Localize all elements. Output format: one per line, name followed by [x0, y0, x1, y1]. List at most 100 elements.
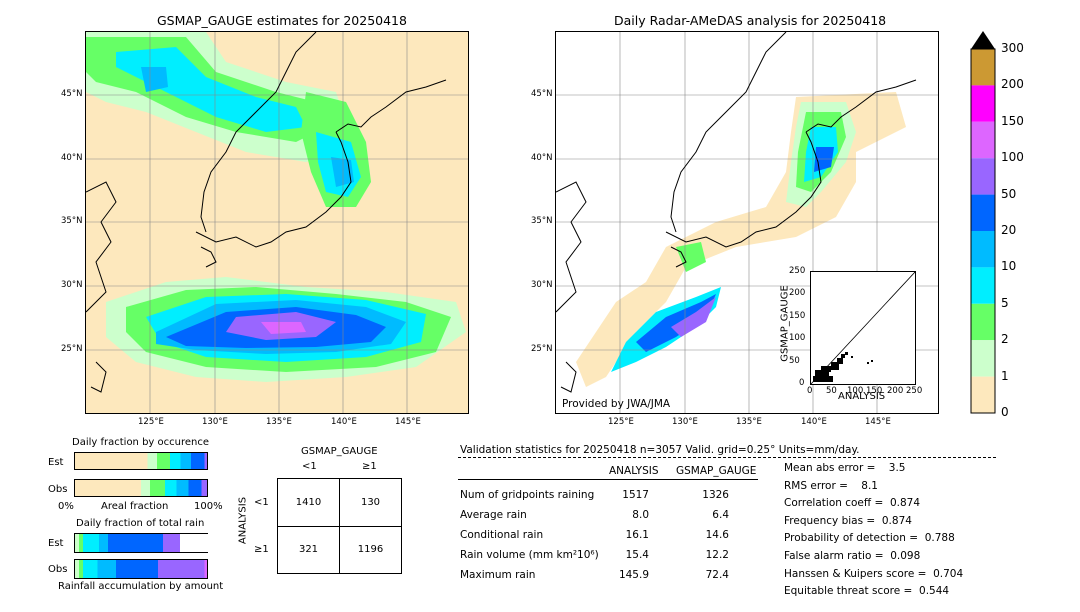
right-map-field [556, 32, 938, 413]
validation-row-analysis: 8.0 [632, 509, 649, 521]
occ-axis-left: 0% [58, 501, 74, 512]
colorbar-segment [971, 194, 995, 231]
right-lat-tick: 25°N [531, 344, 553, 354]
colorbar-segment [971, 85, 995, 122]
validation-row-label: Average rain [460, 509, 527, 521]
colorbar-segment [971, 267, 995, 304]
left-lon-tick: 145°E [395, 417, 421, 427]
validation-score: Mean abs error = 3.5 [784, 462, 906, 474]
contingency-col-1: <1 [302, 461, 317, 472]
left-lon-tick: 125°E [138, 417, 164, 427]
validation-score: Equitable threat score = 0.544 [784, 585, 950, 598]
right-lat-tick: 30°N [531, 280, 553, 290]
colorbar-segment [971, 49, 995, 86]
contingency-cell: 130 [360, 497, 381, 508]
scatter-ytick: 200 [789, 288, 806, 298]
validation-row-analysis: 145.9 [618, 569, 649, 581]
contingency-cell: 1410 [295, 497, 322, 508]
contingency-row-1: <1 [254, 497, 269, 508]
validation-row-label: Rain volume (mm km²10⁶) [460, 549, 599, 561]
left-lon-tick: 130°E [202, 417, 228, 427]
occ-bar-est [74, 452, 208, 470]
contingency-col-2: ≥1 [362, 461, 377, 472]
scatter-plot [811, 272, 915, 384]
total-axis-mid: Rainfall accumulation by amount [58, 581, 224, 592]
right-lon-tick: 145°E [865, 417, 891, 427]
left-map-field [86, 32, 468, 413]
colorbar-label: 20 [1001, 223, 1017, 237]
colorbar-label: 10 [1001, 259, 1017, 274]
right-lat-tick: 40°N [531, 153, 553, 163]
validation-score: False alarm ratio = 0.098 [784, 550, 921, 562]
left-lon-tick: 135°E [266, 417, 292, 427]
validation-row-gsmap: 14.6 [705, 529, 729, 541]
colorbar-label: 50 [1001, 186, 1017, 201]
validation-score: Hanssen & Kuipers score = 0.704 [784, 567, 964, 580]
occ-bar-obs [74, 479, 208, 497]
right-lat-tick: 35°N [531, 216, 553, 226]
validation-row-gsmap: 12.2 [705, 549, 729, 561]
scatter-ytick: 250 [789, 266, 806, 276]
right-lon-tick: 130°E [672, 417, 698, 427]
left-map[interactable] [85, 31, 469, 414]
colorbar-label: 0 [1001, 405, 1009, 419]
colorbar-segment [971, 231, 995, 268]
occ-title: Daily fraction by occurence [72, 437, 210, 448]
validation-col-analysis: ANALYSIS [609, 465, 659, 477]
scatter-points [813, 352, 873, 382]
left-lat-tick: 45°N [61, 89, 83, 99]
scatter-xtick: 200 [887, 386, 904, 396]
validation-row-label: Num of gridpoints raining [460, 489, 595, 501]
validation-row-analysis: 1517 [622, 489, 649, 501]
validation-score: RMS error = 8.1 [784, 479, 878, 492]
validation-row-label: Conditional rain [460, 529, 544, 541]
colorbar-label: 200 [1001, 77, 1024, 92]
occ-row-obs: Obs [48, 484, 68, 495]
colorbar [970, 31, 996, 414]
validation-score: Frequency bias = 0.874 [784, 514, 912, 527]
total-bar-obs [74, 559, 208, 579]
contingency-row-2: ≥1 [254, 544, 269, 555]
scatter-xtick: 0 [807, 386, 813, 396]
colorbar-segment [971, 158, 995, 195]
scatter-ytick: 0 [799, 378, 805, 388]
occ-axis-mid: Areal fraction [101, 501, 169, 512]
validation-row-gsmap: 6.4 [712, 509, 729, 521]
colorbar-label: 2 [1001, 332, 1009, 347]
total-title: Daily fraction of total rain [76, 518, 205, 529]
scatter-xtick: 250 [906, 386, 923, 396]
colorbar-label: 1 [1001, 368, 1009, 383]
validation-row-gsmap: 1326 [702, 489, 729, 501]
validation-score: Correlation coeff = 0.874 [784, 497, 920, 510]
left-lat-tick: 30°N [61, 280, 83, 290]
scatter-ytick: 50 [789, 356, 800, 366]
validation-score: Probability of detection = 0.788 [784, 532, 955, 545]
validation-col-rule [458, 479, 758, 480]
colorbar-segment [971, 303, 995, 341]
diagonal-line [811, 272, 915, 384]
contingency-side-label: ANALYSIS [237, 496, 249, 545]
colorbar-label: 100 [1001, 150, 1024, 165]
scatter-ytick: 150 [789, 311, 806, 321]
left-lat-tick: 40°N [61, 153, 83, 163]
colorbar-label: 150 [1001, 113, 1024, 128]
validation-header: Validation statistics for 20250418 n=305… [460, 444, 860, 456]
total-row-est: Est [48, 538, 64, 549]
contingency-cell: 1196 [357, 544, 384, 555]
right-lon-tick: 135°E [736, 417, 762, 427]
contingency-title: GSMAP_GAUGE [301, 446, 378, 457]
total-row-obs: Obs [48, 564, 68, 575]
contingency-table: 1410 130 321 1196 [277, 478, 402, 574]
right-lat-tick: 45°N [531, 89, 553, 99]
validation-col-gsmap: GSMAP_GAUGE [676, 465, 757, 477]
colorbar-label: 5 [1001, 295, 1009, 310]
right-lon-tick: 125°E [608, 417, 634, 427]
colorbar-label: 300 [1001, 41, 1024, 55]
validation-row-analysis: 16.1 [625, 529, 649, 541]
colorbar-segment [971, 340, 995, 377]
scatter-ylabel: GSMAP_GAUGE [779, 285, 791, 362]
scatter-xtick: 50 [826, 386, 837, 396]
validation-row-gsmap: 72.4 [705, 569, 729, 581]
left-lat-tick: 25°N [61, 344, 83, 354]
scatter-xtick: 100 [847, 386, 864, 396]
